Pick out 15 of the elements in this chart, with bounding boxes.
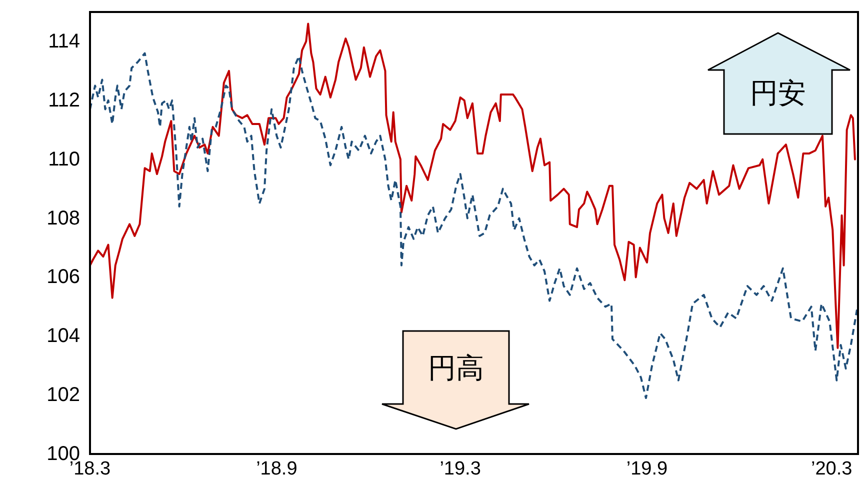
y-tick-label: 108	[46, 207, 80, 230]
x-tick-label: ’20.3	[811, 458, 852, 480]
y-tick-label: 106	[46, 266, 80, 288]
line-series	[90, 22, 856, 349]
line-series	[90, 52, 858, 400]
x-tick-label: ’19.3	[440, 458, 481, 480]
y-tick-label: 112	[48, 89, 80, 112]
y-tick-label: 110	[48, 148, 80, 170]
annotation: 円高	[428, 352, 484, 384]
y-tick-label: 104	[46, 325, 80, 348]
y-tick-label: 114	[48, 30, 80, 52]
x-tick-label: ’19.9	[626, 458, 668, 480]
x-tick-label: ’18.9	[256, 458, 298, 480]
y-tick-label: 102	[46, 384, 80, 406]
annotation: 円安	[750, 78, 806, 108]
